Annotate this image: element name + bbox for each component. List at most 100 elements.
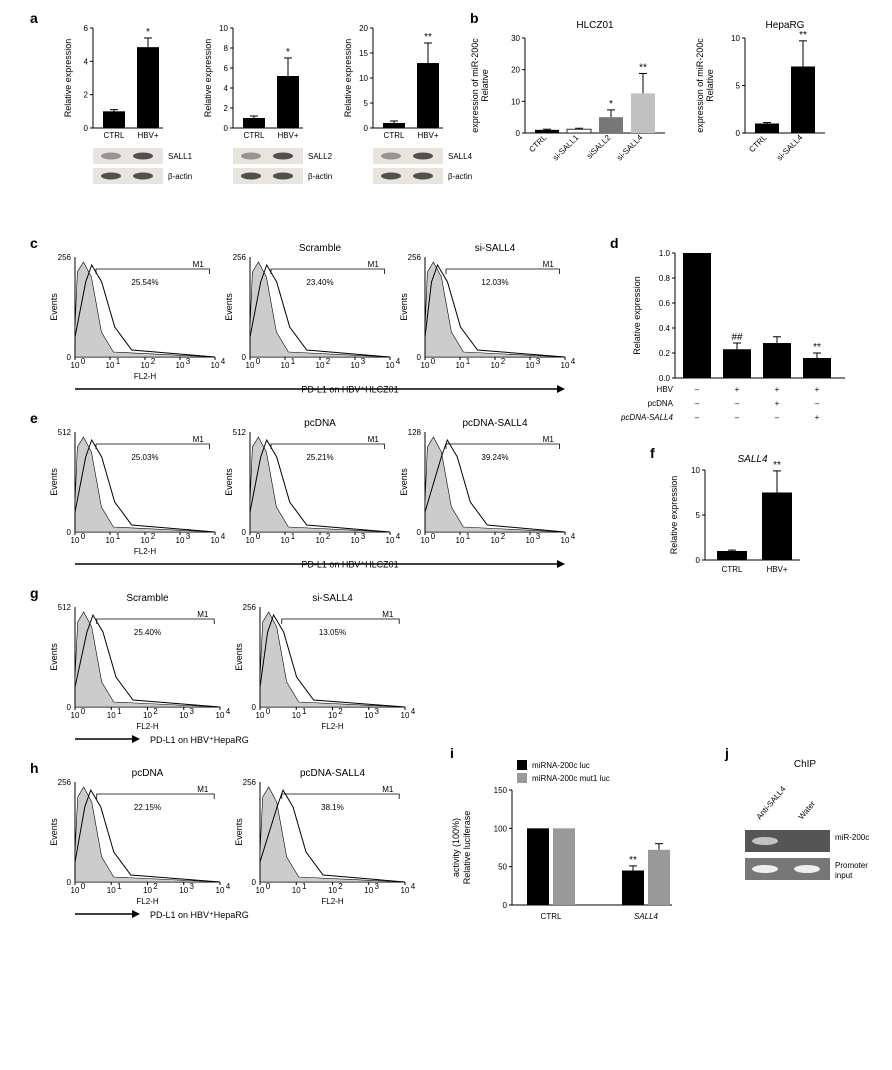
- svg-text:si-SALL4: si-SALL4: [312, 593, 353, 604]
- svg-text:10: 10: [141, 536, 150, 545]
- svg-text:2: 2: [326, 357, 331, 366]
- svg-text:3: 3: [361, 357, 366, 366]
- svg-text:4: 4: [411, 707, 416, 716]
- svg-text:39.24%: 39.24%: [481, 453, 508, 462]
- svg-text:1: 1: [291, 532, 296, 541]
- svg-text:4: 4: [221, 357, 226, 366]
- svg-text:10: 10: [351, 361, 360, 370]
- svg-text:+: +: [815, 413, 820, 422]
- svg-text:0: 0: [431, 532, 436, 541]
- svg-text:10: 10: [141, 361, 150, 370]
- svg-text:si-SALL4: si-SALL4: [475, 243, 516, 254]
- svg-text:CTRL: CTRL: [722, 565, 743, 574]
- svg-text:10: 10: [71, 536, 80, 545]
- svg-text:SALL2: SALL2: [308, 152, 333, 161]
- svg-text:1: 1: [466, 357, 471, 366]
- svg-text:CTRL: CTRL: [104, 131, 125, 140]
- svg-text:10: 10: [292, 886, 301, 895]
- panel-g: g 5120Events100101102103104M125.40%Scram…: [30, 585, 430, 755]
- svg-text:6: 6: [224, 64, 229, 73]
- svg-text:*: *: [286, 47, 290, 58]
- svg-text:3: 3: [536, 532, 541, 541]
- svg-text:6: 6: [84, 24, 89, 33]
- svg-text:1: 1: [302, 707, 307, 716]
- svg-text:10: 10: [107, 886, 116, 895]
- svg-text:M1: M1: [382, 610, 394, 619]
- svg-text:M1: M1: [197, 785, 209, 794]
- svg-text:0: 0: [81, 707, 86, 716]
- svg-text:128: 128: [408, 428, 422, 437]
- svg-text:10: 10: [328, 886, 337, 895]
- svg-text:15: 15: [359, 49, 368, 58]
- svg-text:Events: Events: [49, 293, 59, 321]
- svg-text:+: +: [775, 385, 780, 394]
- svg-text:miR-200c: miR-200c: [835, 833, 869, 842]
- svg-text:10: 10: [71, 886, 80, 895]
- svg-text:22.15%: 22.15%: [134, 803, 161, 812]
- svg-text:10: 10: [491, 536, 500, 545]
- svg-text:10: 10: [401, 886, 410, 895]
- svg-text:0: 0: [736, 129, 741, 138]
- svg-text:512: 512: [233, 428, 247, 437]
- panel-d: d 0.00.20.40.60.81.0Relative expression#…: [610, 235, 880, 445]
- svg-text:10: 10: [176, 536, 185, 545]
- svg-text:–: –: [695, 413, 700, 422]
- svg-text:pcDNA: pcDNA: [648, 399, 674, 408]
- panel-g-label: g: [30, 585, 39, 601]
- svg-text:10: 10: [691, 466, 700, 475]
- panel-i-chart: miRNA-200c lucmiRNA-200c mut1 luc0501001…: [450, 745, 720, 945]
- svg-text:0: 0: [696, 556, 701, 565]
- svg-text:M1: M1: [543, 435, 555, 444]
- svg-text:–: –: [735, 399, 740, 408]
- svg-text:10: 10: [143, 711, 152, 720]
- svg-text:Relative expression: Relative expression: [669, 476, 679, 555]
- svg-text:FL2-H: FL2-H: [134, 372, 156, 381]
- svg-text:pcDNA-SALL4: pcDNA-SALL4: [300, 768, 365, 779]
- svg-text:10: 10: [401, 711, 410, 720]
- svg-text:M1: M1: [197, 610, 209, 619]
- svg-text:0: 0: [266, 707, 271, 716]
- svg-text:ChIP: ChIP: [794, 759, 817, 770]
- svg-text:5: 5: [696, 511, 701, 520]
- svg-text:10: 10: [71, 361, 80, 370]
- svg-text:1: 1: [466, 532, 471, 541]
- svg-text:10: 10: [71, 711, 80, 720]
- svg-text:+: +: [735, 385, 740, 394]
- svg-text:4: 4: [221, 532, 226, 541]
- svg-text:0.6: 0.6: [659, 299, 671, 308]
- svg-text:20: 20: [511, 66, 520, 75]
- svg-text:–: –: [815, 399, 820, 408]
- svg-text:HBV+: HBV+: [417, 131, 438, 140]
- svg-text:1: 1: [116, 532, 121, 541]
- svg-text:HBV+: HBV+: [137, 131, 158, 140]
- panel-b-label: b: [470, 10, 479, 26]
- svg-text:10: 10: [526, 536, 535, 545]
- svg-text:Relative luciferase: Relative luciferase: [462, 811, 472, 885]
- panel-a: a 0246Relative expressionCTRL*HBV+SALL1β…: [30, 10, 460, 235]
- svg-text:25.21%: 25.21%: [306, 453, 333, 462]
- svg-text:Events: Events: [224, 468, 234, 496]
- svg-text:3: 3: [536, 357, 541, 366]
- svg-text:FL2-H: FL2-H: [136, 722, 158, 731]
- svg-text:10: 10: [256, 711, 265, 720]
- svg-text:10: 10: [176, 361, 185, 370]
- svg-text:10: 10: [281, 536, 290, 545]
- svg-text:FL2-H: FL2-H: [136, 897, 158, 906]
- svg-text:pcDNA-SALL4: pcDNA-SALL4: [462, 418, 527, 429]
- svg-text:Events: Events: [399, 293, 409, 321]
- panel-c: c 2560Events100101102103104M125.54%2560E…: [30, 235, 590, 405]
- svg-text:Anti-SALL4: Anti-SALL4: [755, 784, 788, 821]
- svg-text:4: 4: [226, 707, 231, 716]
- svg-text:2: 2: [84, 91, 89, 100]
- svg-text:4: 4: [226, 882, 231, 891]
- svg-text:20: 20: [359, 24, 368, 33]
- svg-text:**: **: [639, 62, 647, 73]
- svg-text:10: 10: [211, 536, 220, 545]
- svg-text:5: 5: [364, 99, 369, 108]
- svg-text:CTRL: CTRL: [527, 133, 549, 155]
- panel-b-charts: HLCZ010102030Relativeexpression of miR-2…: [470, 10, 875, 195]
- svg-text:Relative: Relative: [480, 69, 490, 102]
- svg-text:0: 0: [84, 124, 89, 133]
- panel-f: f SALL40510Relative expressionCTRL**HBV+: [650, 445, 850, 595]
- svg-text:2: 2: [224, 104, 229, 113]
